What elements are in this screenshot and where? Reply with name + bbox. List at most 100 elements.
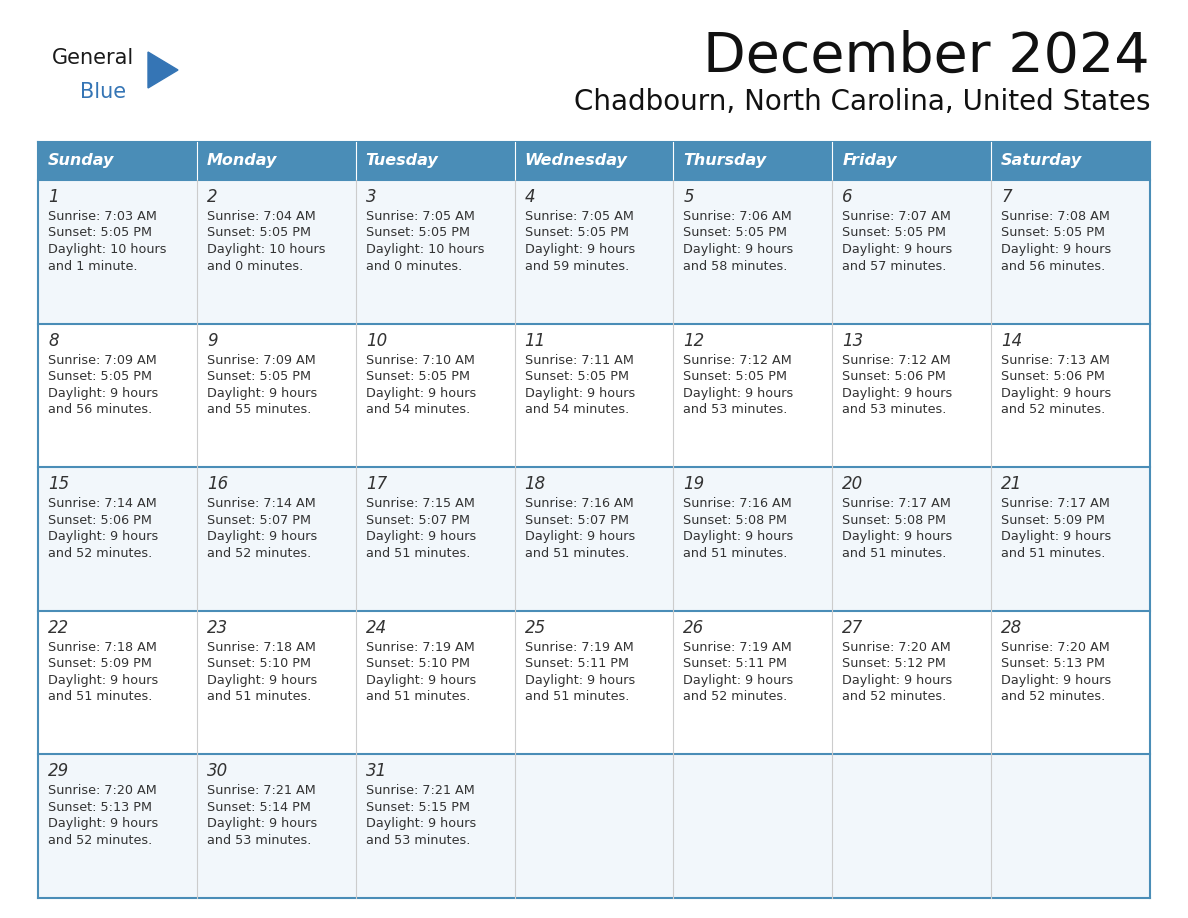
Text: 25: 25 bbox=[525, 619, 545, 637]
Bar bbox=[991, 180, 1150, 324]
Text: Sunset: 5:15 PM: Sunset: 5:15 PM bbox=[366, 800, 469, 814]
Text: and 53 minutes.: and 53 minutes. bbox=[842, 403, 947, 416]
Text: Sunset: 5:13 PM: Sunset: 5:13 PM bbox=[48, 800, 152, 814]
Text: Daylight: 9 hours: Daylight: 9 hours bbox=[366, 817, 476, 831]
Text: and 51 minutes.: and 51 minutes. bbox=[525, 690, 628, 703]
Bar bbox=[355, 610, 514, 755]
Text: and 52 minutes.: and 52 minutes. bbox=[683, 690, 788, 703]
Text: Sunset: 5:05 PM: Sunset: 5:05 PM bbox=[366, 370, 469, 383]
Text: Sunset: 5:06 PM: Sunset: 5:06 PM bbox=[48, 514, 152, 527]
Text: Sunset: 5:09 PM: Sunset: 5:09 PM bbox=[48, 657, 152, 670]
Text: Sunrise: 7:15 AM: Sunrise: 7:15 AM bbox=[366, 498, 474, 510]
Text: Daylight: 9 hours: Daylight: 9 hours bbox=[683, 674, 794, 687]
Text: 26: 26 bbox=[683, 619, 704, 637]
Text: Sunrise: 7:05 AM: Sunrise: 7:05 AM bbox=[366, 210, 474, 223]
Text: Sunrise: 7:21 AM: Sunrise: 7:21 AM bbox=[366, 784, 474, 798]
Text: Sunrise: 7:09 AM: Sunrise: 7:09 AM bbox=[48, 353, 157, 366]
Text: Daylight: 9 hours: Daylight: 9 hours bbox=[1001, 674, 1112, 687]
Text: and 53 minutes.: and 53 minutes. bbox=[366, 834, 470, 847]
Text: Sunrise: 7:16 AM: Sunrise: 7:16 AM bbox=[525, 498, 633, 510]
Text: and 54 minutes.: and 54 minutes. bbox=[525, 403, 628, 416]
Text: 1: 1 bbox=[48, 188, 58, 206]
Text: and 53 minutes.: and 53 minutes. bbox=[207, 834, 311, 847]
Bar bbox=[197, 324, 355, 467]
Text: Sunset: 5:12 PM: Sunset: 5:12 PM bbox=[842, 657, 946, 670]
Text: Sunset: 5:06 PM: Sunset: 5:06 PM bbox=[1001, 370, 1105, 383]
Text: and 56 minutes.: and 56 minutes. bbox=[48, 403, 152, 416]
Text: and 51 minutes.: and 51 minutes. bbox=[207, 690, 311, 703]
Bar bbox=[514, 610, 674, 755]
Text: Sunset: 5:05 PM: Sunset: 5:05 PM bbox=[207, 227, 311, 240]
Bar bbox=[197, 755, 355, 898]
Bar bbox=[38, 467, 197, 610]
Bar bbox=[991, 142, 1150, 180]
Text: Daylight: 9 hours: Daylight: 9 hours bbox=[48, 674, 158, 687]
Text: Wednesday: Wednesday bbox=[525, 153, 627, 169]
Text: Daylight: 9 hours: Daylight: 9 hours bbox=[366, 386, 476, 399]
Text: Sunset: 5:06 PM: Sunset: 5:06 PM bbox=[842, 370, 946, 383]
Text: Sunrise: 7:14 AM: Sunrise: 7:14 AM bbox=[48, 498, 157, 510]
Text: Sunset: 5:09 PM: Sunset: 5:09 PM bbox=[1001, 514, 1105, 527]
Text: Sunrise: 7:11 AM: Sunrise: 7:11 AM bbox=[525, 353, 633, 366]
Bar bbox=[355, 142, 514, 180]
Text: 22: 22 bbox=[48, 619, 69, 637]
Text: and 52 minutes.: and 52 minutes. bbox=[207, 547, 311, 560]
Text: Sunrise: 7:09 AM: Sunrise: 7:09 AM bbox=[207, 353, 316, 366]
Text: 4: 4 bbox=[525, 188, 536, 206]
Text: 15: 15 bbox=[48, 476, 69, 493]
Text: 3: 3 bbox=[366, 188, 377, 206]
Text: Sunrise: 7:18 AM: Sunrise: 7:18 AM bbox=[207, 641, 316, 654]
Text: Sunrise: 7:19 AM: Sunrise: 7:19 AM bbox=[683, 641, 792, 654]
Text: Sunset: 5:13 PM: Sunset: 5:13 PM bbox=[1001, 657, 1105, 670]
Text: Daylight: 9 hours: Daylight: 9 hours bbox=[207, 674, 317, 687]
Text: Sunrise: 7:03 AM: Sunrise: 7:03 AM bbox=[48, 210, 157, 223]
Bar bbox=[197, 467, 355, 610]
Text: Sunset: 5:05 PM: Sunset: 5:05 PM bbox=[842, 227, 947, 240]
Text: Sunrise: 7:17 AM: Sunrise: 7:17 AM bbox=[842, 498, 952, 510]
Bar bbox=[674, 324, 833, 467]
Text: Sunset: 5:08 PM: Sunset: 5:08 PM bbox=[683, 514, 788, 527]
Text: 27: 27 bbox=[842, 619, 864, 637]
Text: and 52 minutes.: and 52 minutes. bbox=[842, 690, 947, 703]
Text: 20: 20 bbox=[842, 476, 864, 493]
Text: Daylight: 9 hours: Daylight: 9 hours bbox=[48, 817, 158, 831]
Text: and 51 minutes.: and 51 minutes. bbox=[366, 690, 470, 703]
Bar bbox=[833, 324, 991, 467]
Bar bbox=[991, 467, 1150, 610]
Text: Daylight: 9 hours: Daylight: 9 hours bbox=[683, 386, 794, 399]
Text: and 51 minutes.: and 51 minutes. bbox=[366, 547, 470, 560]
Bar bbox=[991, 324, 1150, 467]
Text: Sunrise: 7:18 AM: Sunrise: 7:18 AM bbox=[48, 641, 157, 654]
Text: Sunset: 5:07 PM: Sunset: 5:07 PM bbox=[366, 514, 469, 527]
Bar bbox=[38, 180, 197, 324]
Text: Blue: Blue bbox=[80, 82, 126, 102]
Bar bbox=[38, 610, 197, 755]
Text: 19: 19 bbox=[683, 476, 704, 493]
Text: Sunset: 5:05 PM: Sunset: 5:05 PM bbox=[683, 370, 788, 383]
Text: Daylight: 9 hours: Daylight: 9 hours bbox=[1001, 386, 1112, 399]
Text: and 51 minutes.: and 51 minutes. bbox=[683, 547, 788, 560]
Text: Daylight: 9 hours: Daylight: 9 hours bbox=[525, 531, 634, 543]
Text: Daylight: 9 hours: Daylight: 9 hours bbox=[842, 674, 953, 687]
Text: Sunset: 5:08 PM: Sunset: 5:08 PM bbox=[842, 514, 947, 527]
Text: Daylight: 9 hours: Daylight: 9 hours bbox=[683, 531, 794, 543]
Text: Sunset: 5:14 PM: Sunset: 5:14 PM bbox=[207, 800, 311, 814]
Text: Sunday: Sunday bbox=[48, 153, 114, 169]
Text: Sunrise: 7:20 AM: Sunrise: 7:20 AM bbox=[1001, 641, 1110, 654]
Text: Sunrise: 7:19 AM: Sunrise: 7:19 AM bbox=[366, 641, 474, 654]
Bar bbox=[514, 324, 674, 467]
Bar bbox=[833, 755, 991, 898]
Bar bbox=[514, 142, 674, 180]
Bar bbox=[197, 142, 355, 180]
Bar bbox=[355, 324, 514, 467]
Text: and 51 minutes.: and 51 minutes. bbox=[525, 547, 628, 560]
Bar bbox=[833, 142, 991, 180]
Bar bbox=[355, 467, 514, 610]
Text: Daylight: 9 hours: Daylight: 9 hours bbox=[48, 386, 158, 399]
Text: Sunrise: 7:13 AM: Sunrise: 7:13 AM bbox=[1001, 353, 1110, 366]
Text: 11: 11 bbox=[525, 331, 545, 350]
Bar bbox=[197, 610, 355, 755]
Text: Tuesday: Tuesday bbox=[366, 153, 438, 169]
Text: 9: 9 bbox=[207, 331, 217, 350]
Text: Sunset: 5:07 PM: Sunset: 5:07 PM bbox=[207, 514, 311, 527]
